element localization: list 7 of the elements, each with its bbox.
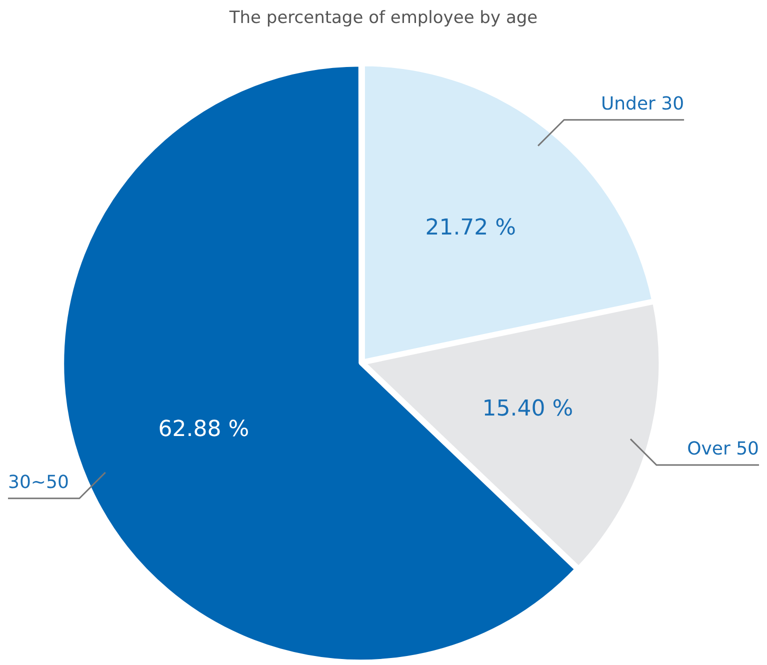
chart-title: The percentage of employee by age: [228, 7, 539, 30]
slice-label: Under 30: [600, 94, 684, 115]
slice-label: Over 50: [687, 438, 759, 460]
slice-label: 30~50: [8, 472, 69, 494]
data-label: 62.88 %: [158, 417, 250, 442]
data-label: 15.40 %: [482, 396, 574, 422]
data-label: 21.72 %: [425, 216, 516, 241]
